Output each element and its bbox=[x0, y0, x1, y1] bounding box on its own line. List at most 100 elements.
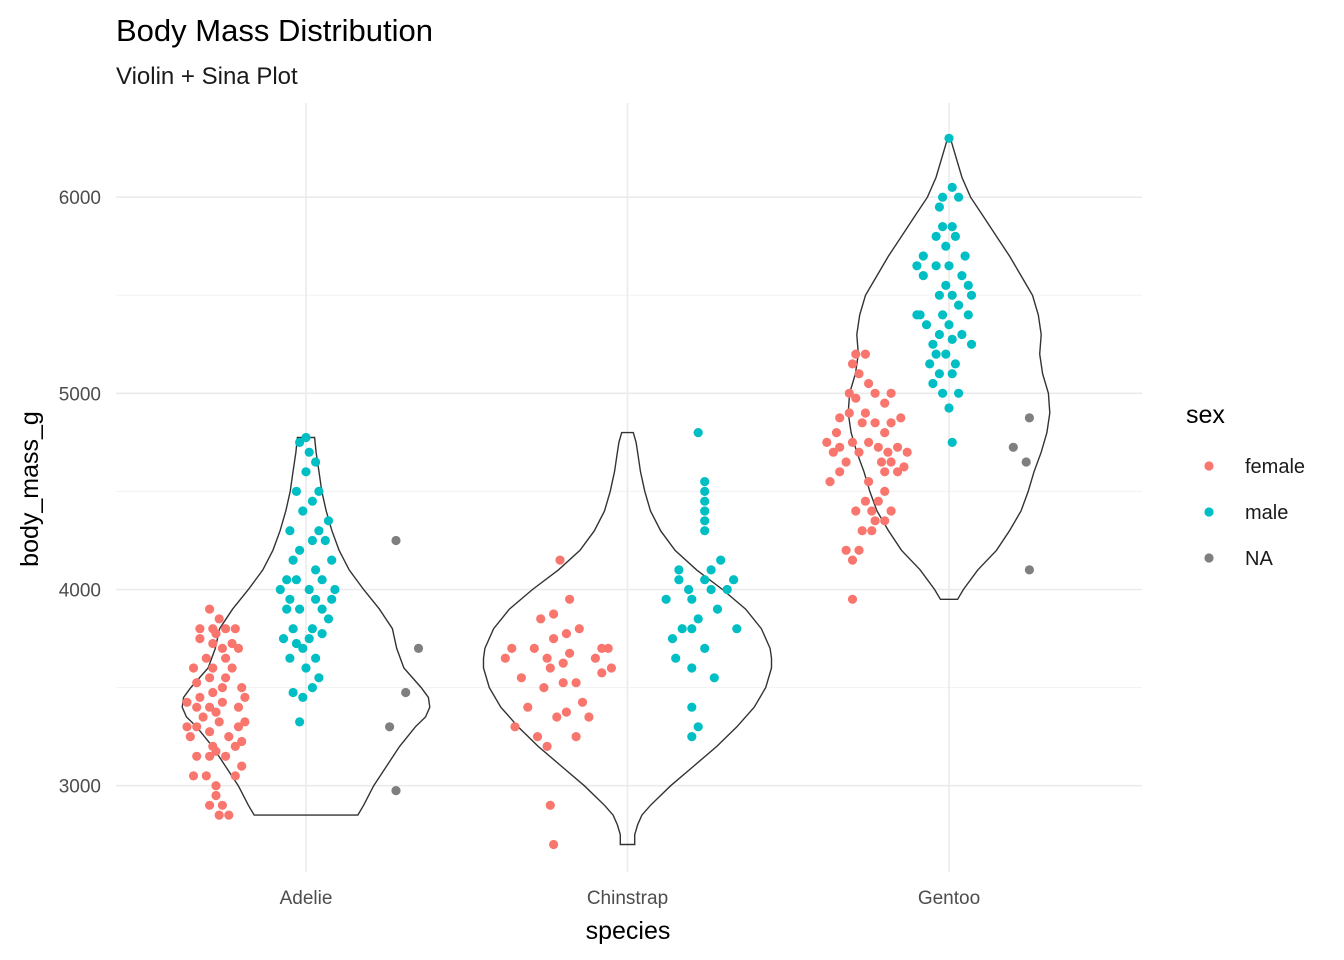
data-point-male bbox=[912, 261, 922, 271]
data-point-female bbox=[851, 349, 861, 359]
data-point-male bbox=[661, 594, 671, 604]
data-point-female bbox=[192, 751, 202, 761]
data-point-female bbox=[857, 418, 867, 428]
data-point-female bbox=[886, 418, 896, 428]
x-axis-title: species bbox=[586, 917, 671, 945]
data-point-male bbox=[301, 663, 311, 673]
data-point-male bbox=[722, 584, 732, 595]
data-point-male bbox=[285, 526, 295, 536]
data-point-female bbox=[217, 643, 227, 654]
data-point-male bbox=[700, 526, 710, 536]
data-point-male bbox=[304, 447, 314, 457]
data-point-male bbox=[295, 604, 305, 614]
data-point-female bbox=[214, 614, 224, 624]
data-point-female bbox=[876, 457, 887, 467]
data-point-male bbox=[700, 496, 710, 506]
data-point-female bbox=[561, 629, 572, 639]
data-point-male bbox=[963, 310, 973, 320]
data-point-female bbox=[532, 732, 543, 742]
data-point-male bbox=[667, 634, 678, 644]
data-point-female bbox=[188, 771, 199, 781]
data-point-female bbox=[227, 663, 237, 673]
data-point-female bbox=[873, 442, 883, 452]
y-axis-title: body_mass_g bbox=[16, 411, 44, 567]
data-point-female bbox=[208, 741, 218, 752]
data-point-male bbox=[278, 634, 289, 644]
data-point-male bbox=[291, 486, 301, 496]
data-point-male bbox=[314, 526, 324, 536]
data-point-male bbox=[700, 506, 710, 516]
x-tick-label: Chinstrap bbox=[587, 888, 668, 909]
data-point-female bbox=[211, 790, 221, 801]
x-tick-label: Gentoo bbox=[918, 888, 980, 909]
data-point-na bbox=[391, 535, 401, 546]
data-point-female bbox=[237, 736, 247, 747]
data-point-female bbox=[217, 800, 227, 810]
data-point-female bbox=[516, 673, 527, 683]
data-point-female bbox=[224, 810, 234, 820]
data-point-female bbox=[240, 692, 250, 703]
data-point-female bbox=[835, 467, 845, 477]
data-point-male bbox=[311, 565, 321, 575]
data-point-female bbox=[574, 624, 584, 634]
data-point-male bbox=[966, 290, 977, 300]
data-point-male bbox=[304, 634, 314, 644]
data-point-male bbox=[921, 320, 932, 330]
data-point-na bbox=[385, 722, 395, 732]
data-point-male bbox=[941, 241, 951, 251]
data-point-female bbox=[195, 624, 205, 634]
data-point-female bbox=[899, 462, 909, 472]
data-point-male bbox=[947, 222, 957, 232]
data-point-female bbox=[549, 634, 559, 644]
data-point-male bbox=[298, 506, 308, 516]
data-point-male bbox=[950, 359, 961, 369]
data-point-female bbox=[192, 678, 202, 688]
data-point-male bbox=[941, 349, 951, 359]
data-point-female bbox=[188, 663, 199, 673]
violin-chinstrap bbox=[482, 431, 773, 846]
data-point-male bbox=[304, 584, 314, 595]
data-point-female bbox=[851, 506, 861, 516]
data-point-female bbox=[555, 555, 565, 565]
data-point-male bbox=[729, 575, 739, 585]
data-point-female bbox=[542, 741, 552, 752]
data-point-female bbox=[603, 643, 613, 654]
data-point-male bbox=[944, 403, 954, 413]
data-point-female bbox=[182, 697, 192, 707]
data-point-male bbox=[307, 535, 317, 546]
data-point-female bbox=[221, 673, 231, 683]
data-point-male bbox=[285, 594, 295, 604]
data-point-male bbox=[288, 555, 298, 565]
data-point-na bbox=[1024, 413, 1034, 423]
data-point-female bbox=[847, 594, 858, 604]
data-point-female bbox=[230, 771, 240, 781]
data-point-male bbox=[938, 222, 948, 232]
data-point-female bbox=[510, 722, 520, 732]
data-point-female bbox=[221, 624, 231, 634]
y-tick-label: 5000 bbox=[59, 384, 101, 405]
legend: sex female male NA bbox=[1186, 401, 1305, 570]
data-point-male bbox=[674, 575, 684, 585]
data-point-male bbox=[700, 477, 710, 487]
data-point-female bbox=[571, 732, 581, 742]
data-point-male bbox=[314, 673, 324, 683]
plot-grid bbox=[116, 103, 1142, 872]
data-point-female bbox=[192, 722, 202, 732]
data-point-male bbox=[295, 717, 305, 727]
data-point-female bbox=[571, 678, 581, 688]
data-point-female bbox=[896, 413, 906, 423]
data-point-female bbox=[854, 447, 864, 457]
data-point-female bbox=[590, 653, 601, 663]
data-point-male bbox=[314, 486, 324, 496]
data-point-female bbox=[584, 712, 594, 722]
data-point-female bbox=[847, 437, 858, 447]
y-tick-label: 4000 bbox=[59, 581, 101, 602]
data-point-male bbox=[712, 604, 723, 614]
data-point-male bbox=[671, 653, 681, 663]
data-point-female bbox=[201, 771, 211, 781]
data-point-male bbox=[954, 388, 964, 398]
data-point-male bbox=[918, 251, 928, 261]
data-point-male bbox=[957, 271, 967, 281]
data-point-female bbox=[233, 643, 244, 654]
